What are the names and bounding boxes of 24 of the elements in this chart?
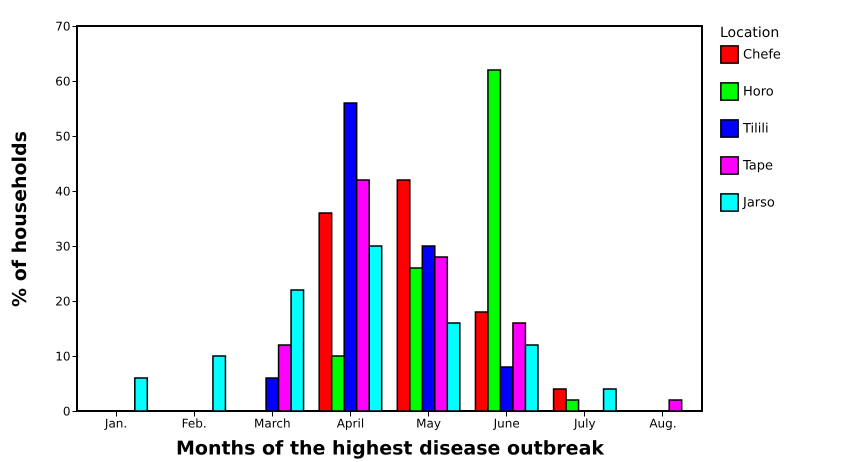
x-tick-label: May <box>416 416 441 430</box>
y-tick-label: 60 <box>55 74 70 88</box>
legend-title: Location <box>720 25 780 41</box>
x-tick-label: July <box>573 416 596 430</box>
y-axis-title: % of households <box>9 131 32 307</box>
y-tick-label: 50 <box>55 130 70 144</box>
legend-label: Tape <box>742 158 774 174</box>
y-tick-label: 20 <box>55 294 70 308</box>
y-tick-label: 40 <box>55 184 70 198</box>
x-tick-label: Feb. <box>182 416 207 430</box>
x-tick-label: Jan. <box>104 416 128 430</box>
legend-label: Jarso <box>742 196 775 210</box>
y-tick-label: 70 <box>55 20 70 34</box>
y-tick-label: 10 <box>55 350 70 364</box>
x-tick-label: March <box>254 416 291 430</box>
legend-label: Horo <box>743 84 774 100</box>
x-tick-label: April <box>336 416 364 430</box>
x-tick-label: Aug. <box>649 416 677 430</box>
x-axis-title: Months of the highest disease outbreak <box>176 438 604 460</box>
y-tick-label: 30 <box>55 240 70 254</box>
y-tick-label: 0 <box>62 404 70 418</box>
legend-label: Chefe <box>743 48 781 62</box>
legend-label: Tilili <box>742 122 769 136</box>
x-tick-label: June <box>492 416 520 430</box>
